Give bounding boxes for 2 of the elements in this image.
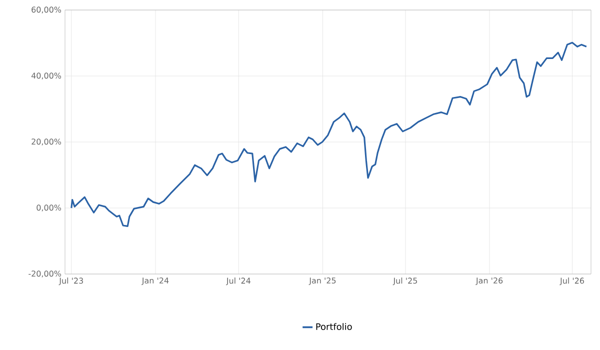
legend-label: Portfolio [316,323,352,330]
line-series [70,42,588,227]
